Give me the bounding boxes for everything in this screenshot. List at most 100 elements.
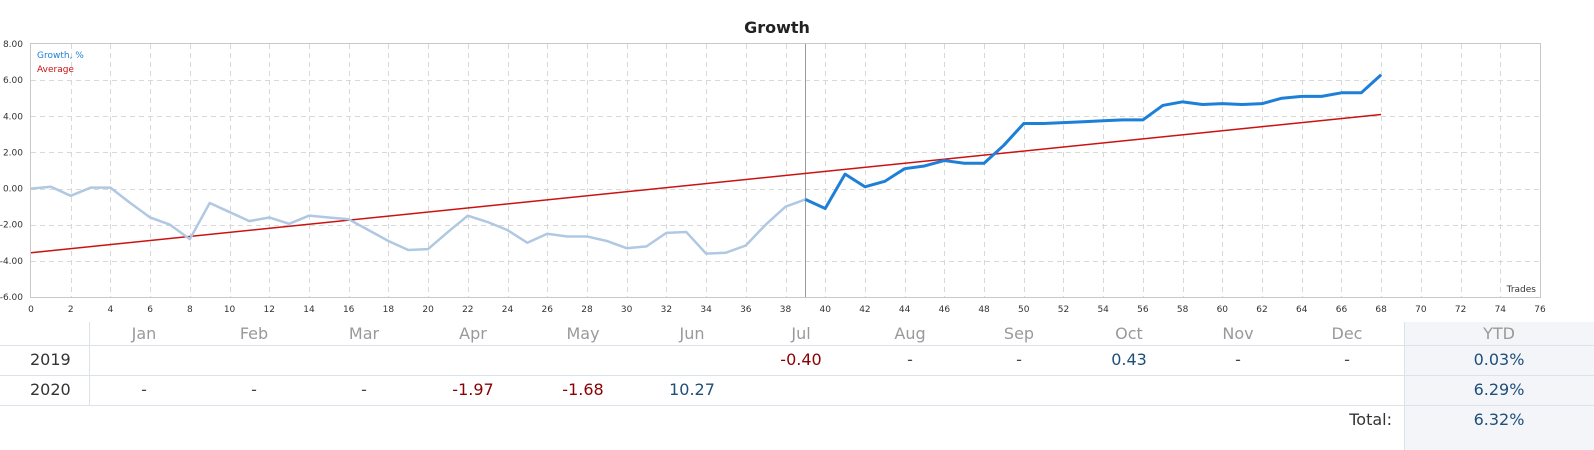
month-mar: Mar	[348, 324, 380, 343]
ytd-header: YTD	[1483, 324, 1515, 343]
month-feb: Feb	[239, 324, 269, 343]
x-tick-label: 72	[1455, 305, 1466, 315]
x-tick-label: 58	[1177, 305, 1189, 315]
x-tick-label: 74	[1495, 305, 1507, 315]
x-tick-label: 56	[1137, 305, 1149, 315]
x-tick-label: 60	[1217, 305, 1229, 315]
legend: Growth, % Average	[37, 51, 84, 75]
x-tick-label: 4	[108, 305, 114, 315]
cell-2020-feb: -	[251, 380, 257, 399]
x-tick-label: 76	[1534, 305, 1546, 315]
x-tick-label: 40	[819, 305, 831, 315]
table-row-2019: 2019 -0.40 - - 0.43 - - 0.03%	[0, 345, 1594, 375]
month-aug: Aug	[894, 324, 926, 343]
cell-2019-sep: -	[1016, 350, 1022, 369]
series-growth-history-line	[30, 185, 806, 255]
total-value: 6.32%	[1473, 410, 1525, 429]
cell-2020-mar: -	[361, 380, 367, 399]
x-tick-label: 70	[1415, 305, 1427, 315]
x-tick-label: 36	[740, 305, 752, 315]
year-column-separator	[89, 322, 90, 406]
x-tick-label: 46	[939, 305, 951, 315]
x-tick-label: 38	[780, 305, 792, 315]
total-label: Total:	[1349, 410, 1392, 429]
y-tick-label: -6.00	[0, 293, 23, 303]
growth-chart: Growth 8.00 6.00 4.00 2.00 0.00 -2.00 -4.00 -6.…	[0, 18, 1546, 315]
series-average-line	[30, 113, 1382, 254]
cell-2020-ytd: 6.29%	[1473, 380, 1525, 399]
chart-title: Growth	[744, 18, 810, 37]
x-tick-label: 66	[1336, 305, 1348, 315]
legend-average: Average	[37, 65, 74, 75]
table-row-2020: 2020 - - - -1.97 -1.68 10.27 6.29%	[0, 375, 1594, 405]
y-tick-label: 2.00	[3, 148, 23, 158]
month-apr: Apr	[459, 324, 487, 343]
x-tick-label: 34	[700, 305, 712, 315]
x-tick-label: 64	[1296, 305, 1308, 315]
total-row: Total: 6.32%	[0, 405, 1594, 435]
x-tick-label: 42	[859, 305, 870, 315]
month-nov: Nov	[1222, 324, 1254, 343]
x-tick-label: 8	[187, 305, 193, 315]
row-divider	[0, 405, 1594, 406]
cell-2019-dec: -	[1344, 350, 1350, 369]
x-tick-label: 18	[383, 305, 395, 315]
row-divider	[0, 345, 1594, 346]
x-tick-label: 14	[303, 305, 315, 315]
x-tick-label: 20	[422, 305, 434, 315]
x-tick-label: 54	[1097, 305, 1109, 315]
x-tick-label: 44	[899, 305, 911, 315]
x-tick-label: 28	[581, 305, 593, 315]
month-jul: Jul	[791, 324, 811, 343]
x-axis-label: Trades	[1506, 285, 1537, 295]
month-header-row: Jan Feb Mar Apr May Jun Jul Aug Sep Oct …	[0, 323, 1594, 345]
cell-2019-oct: 0.43	[1111, 350, 1147, 369]
x-tick-label: 22	[462, 305, 473, 315]
x-tick-label: 6	[147, 305, 153, 315]
x-tick-label: 26	[542, 305, 554, 315]
cell-2019-nov: -	[1235, 350, 1241, 369]
row-year: 2019	[30, 350, 71, 369]
month-may: May	[566, 324, 600, 343]
row-year: 2020	[30, 380, 71, 399]
month-oct: Oct	[1115, 324, 1143, 343]
series-layer	[30, 73, 1383, 255]
y-tick-label: 0.00	[3, 185, 23, 195]
x-tick-label: 62	[1256, 305, 1267, 315]
cell-2020-jun: 10.27	[669, 380, 715, 399]
x-tick-label: 32	[661, 305, 672, 315]
y-axis: 8.00 6.00 4.00 2.00 0.00 -2.00 -4.00 -6.00	[0, 40, 23, 303]
plot-area	[30, 43, 1541, 298]
y-tick-label: 6.00	[3, 76, 23, 86]
cell-2020-apr: -1.97	[452, 380, 494, 399]
y-tick-label: -4.00	[0, 257, 23, 267]
x-tick-label: 68	[1375, 305, 1387, 315]
x-tick-label: 24	[502, 305, 514, 315]
month-sep: Sep	[1003, 324, 1035, 343]
x-tick-label: 12	[264, 305, 275, 315]
x-tick-label: 48	[978, 305, 990, 315]
month-jun: Jun	[679, 324, 705, 343]
x-tick-label: 16	[343, 305, 355, 315]
x-tick-label: 0	[28, 305, 34, 315]
y-tick-label: 8.00	[3, 40, 23, 50]
cell-2019-jul: -0.40	[780, 350, 822, 369]
cell-2020-jan: -	[141, 380, 147, 399]
cell-2020-may: -1.68	[562, 380, 604, 399]
month-dec: Dec	[1331, 324, 1363, 343]
x-tick-label: 52	[1058, 305, 1069, 315]
cell-2019-aug: -	[907, 350, 913, 369]
x-tick-label: 30	[621, 305, 633, 315]
legend-growth: Growth, %	[37, 51, 84, 61]
x-tick-label: 2	[68, 305, 74, 315]
cell-2019-ytd: 0.03%	[1473, 350, 1525, 369]
x-tick-label: 50	[1018, 305, 1030, 315]
month-jan: Jan	[131, 324, 157, 343]
x-tick-label: 10	[224, 305, 236, 315]
row-divider	[0, 375, 1594, 376]
series-growth-line	[804, 73, 1383, 210]
y-tick-label: 4.00	[3, 112, 23, 122]
x-axis: 0 2 4 6 8 10 12 14 16 18 20 22 24 26 28 30 32 34 36 38 40 42 4…	[28, 305, 1546, 315]
ytd-column	[1404, 322, 1594, 450]
y-tick-label: -2.00	[0, 221, 23, 231]
